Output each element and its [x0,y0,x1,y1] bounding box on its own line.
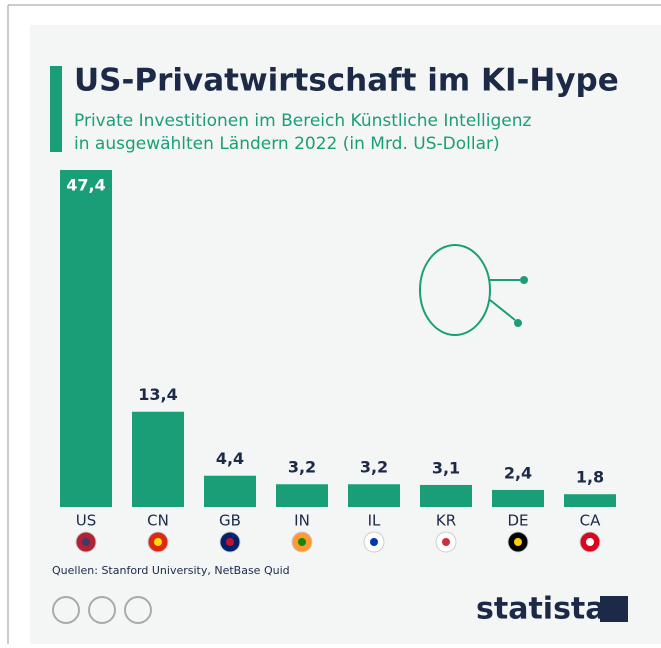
flag-icon-center [442,538,450,546]
bar [132,412,184,507]
bar [348,484,400,507]
value-label: 4,4 [216,449,244,468]
brand-logo: statista [476,592,606,627]
bar [276,484,328,507]
x-tick-label: KR [436,512,456,530]
brand-mark [600,596,628,622]
bar [60,170,112,507]
flag-icon-center [586,538,594,546]
x-tick-label: GB [219,512,241,530]
value-label: 3,1 [432,458,460,477]
subtitle-line: Private Investitionen im Bereich Künstli… [74,111,531,131]
source: Quellen: Stanford University, NetBase Qu… [52,564,290,577]
chart: US-Privatwirtschaft im KI-Hype Private I… [0,0,661,644]
x-tick-label: US [76,512,97,530]
flag-icon-center [298,538,306,546]
value-label: 3,2 [288,458,316,477]
flag-icon-center [370,538,378,546]
x-tick-label: CN [147,512,169,530]
flag-icon-center [82,538,90,546]
x-tick-label: IN [294,512,310,530]
bar [492,490,544,507]
bar [564,494,616,507]
bar [204,476,256,507]
flag-icon-center [226,538,234,546]
flag-icon-center [514,538,522,546]
chart-title: US-Privatwirtschaft im KI-Hype [74,63,619,99]
value-label: 13,4 [138,385,177,404]
x-tick-label: IL [368,512,381,530]
value-label: 47,4 [66,176,105,195]
value-label: 3,2 [360,458,388,477]
bar [420,485,472,507]
x-tick-label: CA [580,512,601,530]
subtitle-line: in ausgewählten Ländern 2022 (in Mrd. US… [74,134,500,154]
title-accent [50,66,62,152]
flag-icon-center [154,538,162,546]
value-label: 1,8 [576,468,604,487]
value-label: 2,4 [504,463,532,482]
x-tick-label: DE [507,512,528,530]
